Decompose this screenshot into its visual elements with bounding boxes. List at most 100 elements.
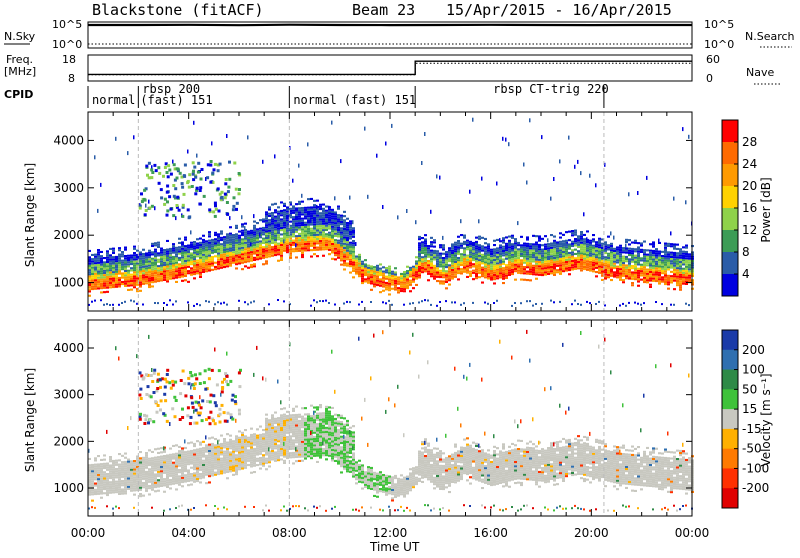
power-cell: [307, 239, 310, 241]
vel-cell: [223, 465, 226, 467]
power-cell: [571, 256, 574, 258]
power-cell: [607, 266, 610, 268]
vel-cell: [160, 479, 163, 481]
power-cell: [601, 249, 604, 251]
power-cell: [520, 261, 523, 263]
power-cell: [331, 258, 334, 260]
vel-cell: [241, 457, 244, 459]
power-cell: [313, 211, 316, 213]
power-cell: [547, 264, 550, 266]
power-cell: [520, 253, 523, 255]
power-patch: [168, 195, 171, 198]
vel-cell: [115, 481, 118, 483]
power-cell: [646, 256, 649, 258]
power-cell: [322, 212, 325, 214]
power-cell: [448, 254, 451, 256]
power-cell: [202, 267, 205, 269]
power-cell: [154, 264, 157, 266]
power-cell: [445, 281, 448, 283]
power-cell: [190, 248, 193, 250]
power-cell: [268, 228, 271, 230]
power-cell: [688, 253, 691, 255]
power-cell: [220, 248, 223, 250]
power-cell: [397, 289, 400, 291]
power-cell: [226, 261, 229, 263]
power-cell: [505, 277, 508, 279]
power-clutter: [430, 304, 432, 306]
power-cell: [367, 269, 370, 271]
power-cell: [652, 280, 655, 282]
power-cell: [493, 244, 496, 246]
power-scatter: [559, 159, 561, 163]
power-cell: [322, 223, 325, 225]
power-cell: [319, 249, 322, 251]
vel-cell: [106, 488, 109, 490]
power-cell: [553, 274, 556, 276]
power-cell: [247, 250, 250, 252]
power-cell: [634, 242, 637, 244]
vel-cell: [202, 474, 205, 476]
vel-cell: [268, 457, 271, 459]
power-cell: [271, 240, 274, 242]
power-cell: [235, 240, 238, 242]
vel-cell: [199, 448, 202, 450]
vel-cell: [169, 458, 172, 460]
power-cell: [331, 222, 334, 224]
vel-cell: [205, 472, 208, 474]
power-cell: [487, 245, 490, 247]
vel-cell: [226, 448, 229, 450]
vel-cell: [103, 482, 106, 484]
power-cell: [226, 253, 229, 255]
power-cell: [631, 259, 634, 261]
vel-cell: [277, 438, 280, 440]
vel-cell: [283, 416, 286, 418]
power-cell: [175, 266, 178, 268]
power-cell: [646, 281, 649, 283]
power-cell: [589, 244, 592, 246]
vel-cell: [154, 486, 157, 488]
power-cell: [154, 278, 157, 280]
power-cell: [205, 266, 208, 268]
power-cell: [415, 278, 418, 280]
power-cell: [643, 266, 646, 268]
power-cell: [238, 254, 241, 256]
power-patch: [158, 172, 161, 175]
power-patch: [162, 175, 165, 178]
power-cell: [451, 273, 454, 275]
vel-cell: [130, 467, 133, 469]
power-cell: [205, 247, 208, 249]
power-cell: [184, 264, 187, 266]
power-cell: [94, 277, 97, 279]
power-cell: [322, 221, 325, 223]
power-cell: [187, 272, 190, 274]
power-cell: [334, 252, 337, 254]
power-cell: [91, 254, 94, 256]
power-cell: [292, 244, 295, 246]
power-cell: [511, 250, 514, 252]
vel-cell: [163, 463, 166, 465]
power-cell: [661, 259, 664, 261]
power-patch: [217, 169, 220, 172]
power-cell: [322, 255, 325, 257]
power-cell: [352, 266, 355, 268]
power-cell: [421, 269, 424, 271]
power-cell: [415, 284, 418, 286]
vel-cell: [94, 457, 97, 459]
power-cell: [250, 240, 253, 242]
power-cell: [502, 248, 505, 250]
power-cell: [196, 243, 199, 245]
power-cell: [553, 257, 556, 259]
power-patch: [150, 168, 153, 171]
vel-cell: [118, 480, 121, 482]
power-cell: [277, 234, 280, 236]
power-cell: [130, 267, 133, 269]
power-cell: [595, 241, 598, 243]
vel-cell: [241, 442, 244, 444]
power-cell: [559, 256, 562, 258]
vel-cell: [196, 459, 199, 461]
power-cell: [646, 258, 649, 260]
vel-cell: [154, 473, 157, 475]
power-cell: [226, 250, 229, 252]
power-cell: [502, 239, 505, 241]
vel-cell: [241, 455, 244, 457]
